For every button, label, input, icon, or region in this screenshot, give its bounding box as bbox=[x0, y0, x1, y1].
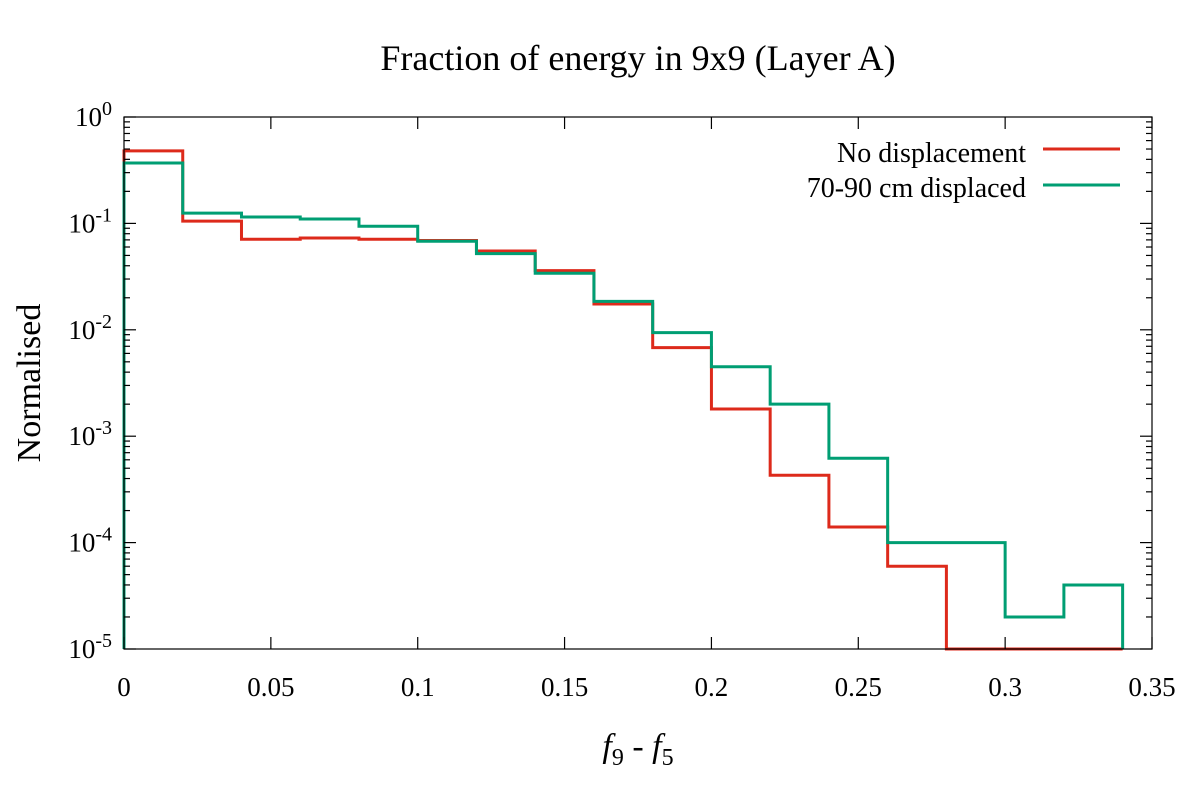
x-axis-label-sub5: 5 bbox=[662, 745, 674, 771]
series-layer bbox=[122, 149, 1125, 651]
x-axis-label-sub9: 9 bbox=[612, 745, 624, 771]
x-tick-label: 0.05 bbox=[247, 672, 294, 702]
x-tick-label: 0.3 bbox=[988, 672, 1022, 702]
legend-label-displaced: 70-90 cm displaced bbox=[807, 173, 1026, 204]
x-tick-label: 0.1 bbox=[401, 672, 435, 702]
x-axis-label: f9 - f5 bbox=[602, 728, 673, 771]
legend-label-no-displacement: No displacement bbox=[837, 138, 1026, 169]
y-axis-label: Normalised bbox=[11, 304, 48, 463]
x-tick-label: 0 bbox=[117, 672, 131, 702]
series-line-70-90-cm-displaced bbox=[122, 161, 1125, 649]
y-tick-label: 10-1 bbox=[68, 204, 112, 238]
y-tick-label: 10-5 bbox=[68, 630, 112, 664]
series-line-no-displacement bbox=[122, 149, 1123, 651]
y-tick-label: 10-2 bbox=[68, 311, 112, 345]
x-tick-label: 0.2 bbox=[695, 672, 729, 702]
y-tick-label: 10-4 bbox=[68, 524, 112, 558]
ticks-layer: 0 0.05 0.1 0.15 0.2 0.25 0.3 0.35 100 10-1 10-2 10-… bbox=[68, 98, 1175, 702]
chart-title: Fraction of energy in 9x9 (Layer A) bbox=[380, 38, 895, 78]
y-tick-label: 10-3 bbox=[68, 417, 112, 451]
x-tick-label: 0.25 bbox=[835, 672, 882, 702]
plot-frame bbox=[123, 116, 1153, 650]
x-tick-label: 0.35 bbox=[1128, 672, 1175, 702]
x-axis-label-minus: - bbox=[624, 728, 652, 765]
y-tick-label: 100 bbox=[75, 98, 112, 132]
x-tick-label: 0.15 bbox=[541, 672, 588, 702]
legend: No displacement 70-90 cm displaced bbox=[807, 138, 1120, 204]
